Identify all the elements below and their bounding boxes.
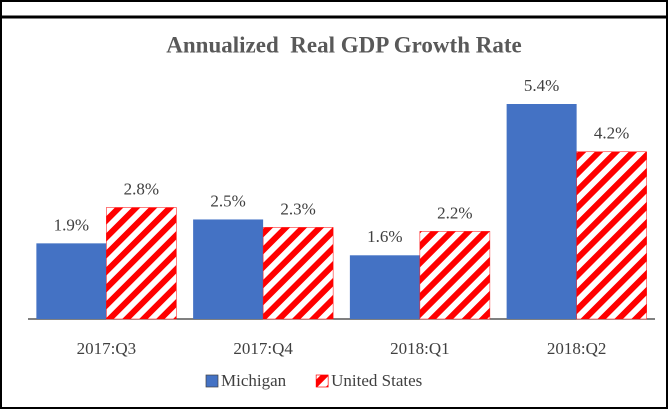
data-label: 4.2%: [594, 124, 629, 143]
x-tick-label: 2017:Q4: [233, 339, 293, 358]
chart-title: Annualized Real GDP Growth Rate: [166, 32, 521, 57]
bar: [262, 227, 334, 320]
bar: [36, 243, 107, 319]
bar: [349, 255, 420, 319]
legend-label: United States: [331, 371, 422, 390]
bar: [576, 151, 647, 320]
x-tick-label: 2018:Q1: [390, 339, 450, 358]
bar: [106, 207, 177, 320]
data-label: 2.3%: [280, 199, 315, 218]
legend-swatch: [205, 374, 219, 388]
data-label: 2.2%: [437, 203, 472, 222]
legend-label: Michigan: [221, 371, 287, 390]
data-label: 1.9%: [54, 215, 89, 234]
bar: [506, 104, 577, 319]
data-label: 2.8%: [124, 179, 159, 198]
x-tick-label: 2017:Q3: [77, 339, 137, 358]
legend-swatch: [315, 374, 329, 388]
x-tick-label: 2018:Q2: [547, 339, 607, 358]
data-label: 2.5%: [210, 191, 245, 210]
data-label: 5.4%: [524, 76, 559, 95]
bar: [419, 231, 491, 320]
bar: [193, 219, 264, 319]
data-label: 1.6%: [367, 227, 402, 246]
